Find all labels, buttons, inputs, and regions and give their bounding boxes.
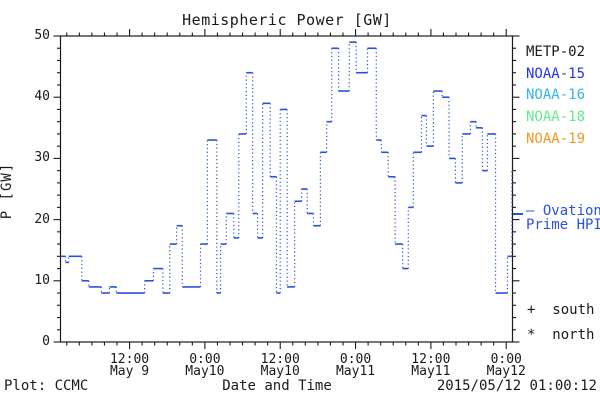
legend-item-metp-02: METP-02 xyxy=(526,44,586,60)
south-label-gap xyxy=(535,302,552,318)
ovation-legend-label-line2: Prime HPI xyxy=(526,217,600,233)
plot-timestamp: 2015/05/12 01:00:12 xyxy=(436,378,597,394)
x-tick-label: 0:00 May11 xyxy=(311,352,401,379)
legend-marker-north: * north xyxy=(527,327,594,343)
y-tick-label: 0 xyxy=(42,334,50,349)
legend-item-noaa-18: NOAA-18 xyxy=(526,109,586,126)
x-tick-date: May11 xyxy=(411,364,451,379)
x-tick-label: 12:00 May10 xyxy=(235,352,325,379)
x-tick-date: May12 xyxy=(486,364,526,379)
x-tick-date: May10 xyxy=(260,364,300,379)
plot-frame xyxy=(59,35,514,343)
plus-marker-icon: + xyxy=(527,302,536,318)
x-tick-time: 0:00 xyxy=(189,352,221,367)
north-label-gap xyxy=(535,327,552,343)
x-axis-title: Date and Time xyxy=(222,378,332,394)
y-tick-label: 40 xyxy=(34,89,50,105)
x-tick-label: 12:00 May11 xyxy=(386,352,476,379)
asterisk-marker-icon: * xyxy=(527,327,536,343)
x-tick-date: May10 xyxy=(185,364,225,379)
x-tick-date: May11 xyxy=(335,364,376,379)
ovation-legend-line-sample xyxy=(513,213,523,215)
x-tick-time: 12:00 xyxy=(411,352,451,367)
legend-item-noaa-15: NOAA-15 xyxy=(526,65,586,82)
y-tick-label: 20 xyxy=(34,211,50,227)
legend-item-noaa-19: NOAA-19 xyxy=(526,130,586,147)
legend-marker-south: + south xyxy=(527,302,594,318)
x-tick-label: 0:00 May12 xyxy=(461,352,551,379)
x-tick-time: 12:00 xyxy=(109,352,150,367)
x-tick-label: 0:00 May10 xyxy=(160,352,250,379)
x-tick-time: 12:00 xyxy=(260,352,300,367)
x-tick-time: 0:00 xyxy=(490,352,522,367)
x-tick-label: 12:00 May 9 xyxy=(85,352,175,379)
legend-item-noaa-16: NOAA-16 xyxy=(526,87,586,104)
x-tick-time: 0:00 xyxy=(339,352,372,367)
ovation-legend-label-line1: — Ovation xyxy=(526,203,600,219)
south-label: south xyxy=(552,302,595,318)
plot-credit: Plot: CCMC xyxy=(4,378,89,394)
y-tick-label: 10 xyxy=(34,272,50,288)
chart-title: Hemispheric Power [GW] xyxy=(182,11,392,29)
y-tick-label: 30 xyxy=(34,150,50,166)
x-tick-date: May 9 xyxy=(109,364,150,379)
y-tick-label: 50 xyxy=(34,28,50,43)
north-label: north xyxy=(552,327,595,343)
